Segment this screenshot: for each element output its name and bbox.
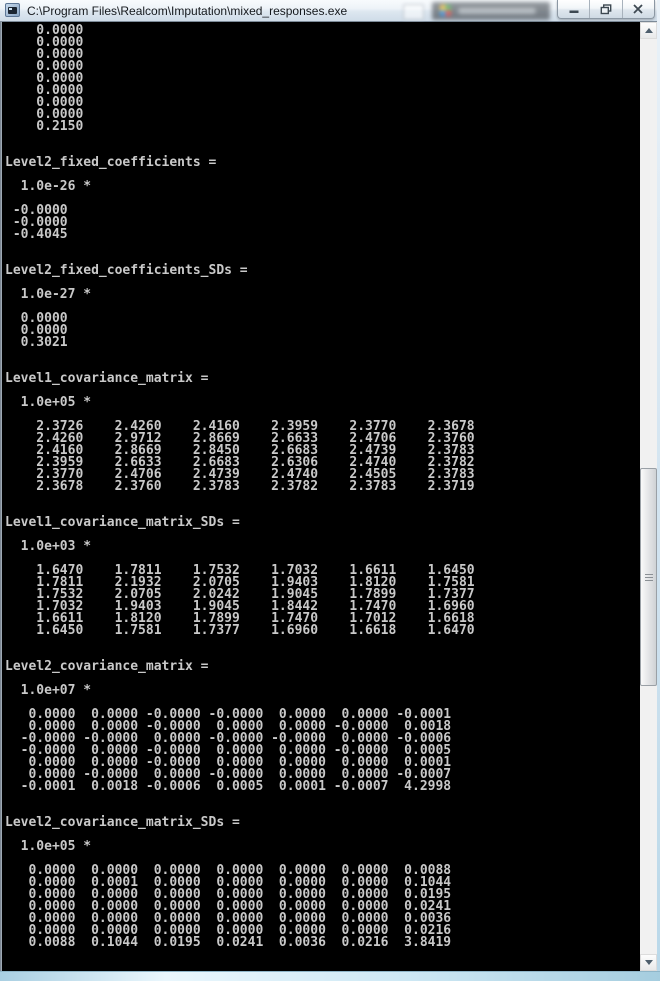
- scrollbar-grip-icon: [644, 573, 653, 581]
- background-window-icon: [440, 5, 451, 16]
- scrollbar-thumb[interactable]: [640, 468, 657, 686]
- background-window-text-smudge: [458, 8, 536, 14]
- console-screen[interactable]: 0.0000 0.0000 0.0000 0.0000 0.0000 0.000…: [2, 22, 640, 971]
- close-button[interactable]: [623, 0, 654, 18]
- vertical-scrollbar[interactable]: [640, 22, 657, 971]
- window-bottom-border: [0, 971, 660, 981]
- scroll-up-button[interactable]: [640, 22, 657, 39]
- scroll-down-icon: [644, 960, 653, 965]
- close-icon: [632, 4, 644, 14]
- restore-icon: [600, 3, 612, 15]
- console-app-icon-screen: [8, 7, 17, 14]
- window-title: C:\Program Files\Realcom\Imputation\mixe…: [27, 4, 348, 18]
- scroll-down-button[interactable]: [640, 954, 657, 971]
- window-left-border: [0, 22, 2, 971]
- minimize-icon: [568, 4, 580, 14]
- restore-button[interactable]: [590, 0, 623, 18]
- minimize-button[interactable]: [558, 0, 591, 18]
- window-controls: [557, 0, 655, 19]
- title-bar[interactable]: C:\Program Files\Realcom\Imputation\mixe…: [0, 0, 660, 22]
- background-window-blur-box: [403, 4, 424, 20]
- window-right-border: [657, 0, 660, 981]
- console-app-icon[interactable]: [5, 3, 20, 17]
- scroll-up-icon: [644, 28, 653, 33]
- background-window-blur: [432, 2, 550, 20]
- console-output: 0.0000 0.0000 0.0000 0.0000 0.0000 0.000…: [5, 23, 475, 950]
